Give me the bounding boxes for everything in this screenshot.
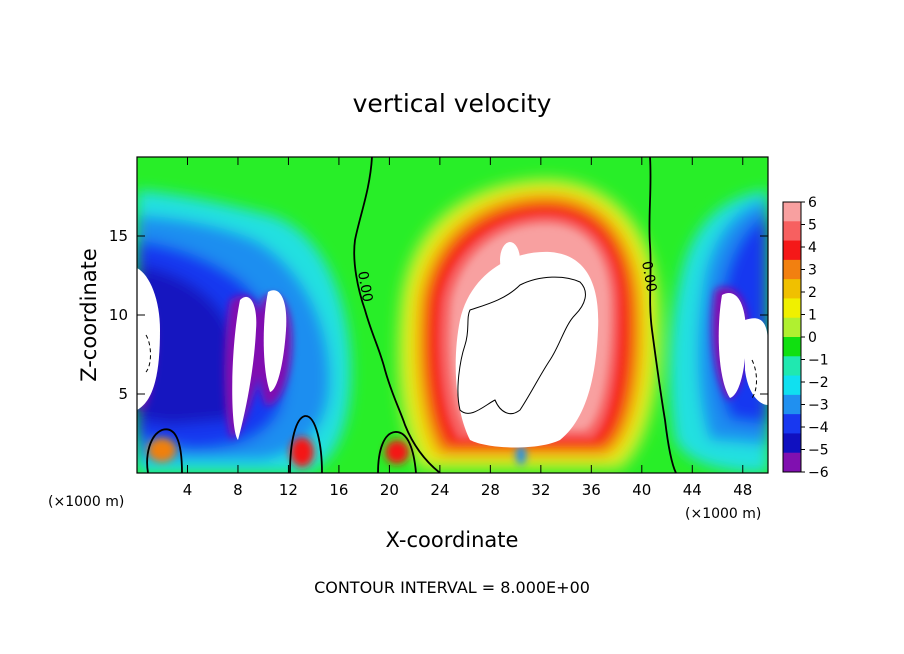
colorbar-tick-label: 2 — [808, 285, 817, 301]
colorbar: 6 5 4 3 2 1 0 −1 −2 −3 −4 −5 −6 — [782, 195, 829, 481]
colorbar-swatch — [783, 317, 801, 338]
colorbar-tick-label: 3 — [808, 263, 817, 279]
colorbar-tick-label: −6 — [808, 465, 829, 481]
colorbar-tick-label: 4 — [808, 240, 817, 256]
colorbar-swatch — [783, 375, 801, 396]
x-tick-label: 36 — [582, 481, 601, 499]
y-axis-label: Z-coordinate — [77, 248, 101, 382]
contour-label: 0.00 — [638, 260, 659, 293]
x-axis: 4 8 12 16 20 24 28 32 36 40 44 48 — [183, 157, 752, 499]
x-tick-label: 32 — [531, 481, 550, 499]
x-tick-label: 20 — [380, 481, 399, 499]
x-tick-label: 28 — [481, 481, 500, 499]
x-axis-label: X-coordinate — [386, 528, 519, 552]
colorbar-swatch — [783, 414, 801, 434]
y-tick-label: 5 — [118, 385, 128, 403]
x-unit-left: (×1000 m) — [48, 494, 124, 510]
y-axis: 5 10 15 — [109, 227, 768, 403]
contour-label: 0.00 — [354, 270, 375, 303]
colorbar-swatch — [783, 394, 801, 415]
chart-title: vertical velocity — [353, 89, 552, 118]
contour-interval: CONTOUR INTERVAL = 8.000E+00 — [314, 578, 590, 597]
colorbar-swatch — [783, 279, 801, 299]
colorbar-tick-label: −5 — [808, 443, 829, 459]
x-unit-right: (×1000 m) — [685, 506, 761, 522]
x-tick-label: 44 — [683, 481, 702, 499]
x-tick-label: 24 — [430, 481, 449, 499]
colorbar-swatch — [783, 433, 801, 454]
x-tick-label: 8 — [233, 481, 243, 499]
heatmap-field — [137, 157, 768, 473]
colorbar-swatch — [783, 298, 801, 319]
colorbar-tick-label: −1 — [808, 353, 829, 369]
x-tick-label: 48 — [733, 481, 752, 499]
colorbar-tick-label: 0 — [808, 330, 817, 346]
colorbar-tick-label: −3 — [808, 398, 829, 414]
colorbar-tick-label: 5 — [808, 218, 817, 234]
colorbar-swatch — [783, 452, 801, 473]
x-tick-label: 40 — [632, 481, 651, 499]
colorbar-swatch — [783, 221, 801, 242]
colorbar-swatch — [783, 202, 801, 222]
colorbar-swatch — [783, 240, 801, 261]
x-tick-label: 4 — [183, 481, 193, 499]
colorbar-swatch — [783, 356, 801, 377]
x-tick-label: 16 — [329, 481, 348, 499]
colorbar-tick-label: 1 — [808, 308, 817, 324]
y-tick-label: 15 — [109, 227, 128, 245]
colorbar-tick-label: −4 — [808, 420, 829, 436]
colorbar-tick-label: 6 — [808, 195, 817, 211]
y-tick-label: 10 — [109, 306, 128, 324]
colorbar-swatch — [783, 337, 801, 357]
colorbar-tick-label: −2 — [808, 375, 829, 391]
x-tick-label: 12 — [279, 481, 298, 499]
colorbar-swatch — [783, 259, 801, 280]
